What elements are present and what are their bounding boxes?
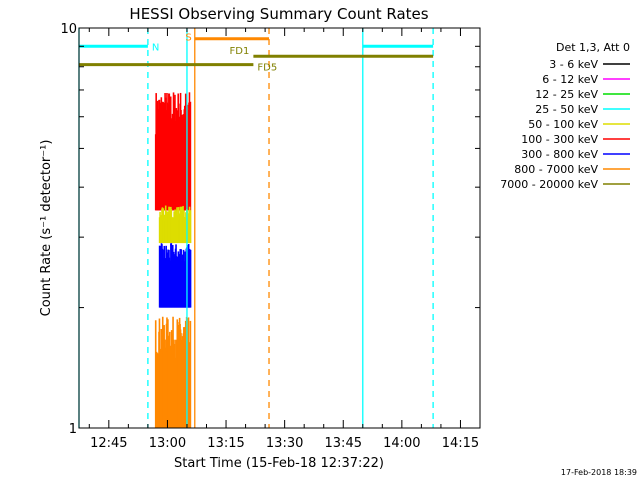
series-100-300-kev	[154, 92, 192, 211]
footer-timestamp: 17-Feb-2018 18:39	[561, 468, 637, 477]
legend-label: 100 - 300 keV	[521, 133, 598, 146]
annotation-label: S	[185, 33, 191, 44]
y-axis-label: Count Rate (s⁻¹ detector⁻¹)	[39, 140, 54, 317]
annotation-label: FD5	[257, 63, 277, 74]
x-tick-label: 14:15	[442, 436, 479, 451]
legend: Det 1,3, Att 0 3 - 6 keV 6 - 12 keV 12 - 2…	[500, 41, 630, 191]
legend-label: 300 - 800 keV	[521, 148, 598, 161]
legend-label: 800 - 7000 keV	[514, 163, 598, 176]
legend-label: 50 - 100 keV	[528, 118, 598, 131]
data-layer	[154, 92, 192, 428]
legend-label: 12 - 25 keV	[535, 88, 598, 101]
x-tick-label: 13:00	[149, 436, 186, 451]
chart-title: HESSI Observing Summary Count Rates	[129, 5, 428, 23]
overlay-layer: N S FD1 FD5	[78, 28, 434, 428]
legend-label: 7000 - 20000 keV	[500, 178, 598, 191]
x-axis-label: Start Time (15-Feb-18 12:37:22)	[174, 456, 384, 471]
y-tick-label-bottom: 1	[69, 422, 77, 437]
x-tick-label: 13:30	[266, 436, 303, 451]
axis-layer: 12:45 13:00 13:15 13:30 13:45 14:00 14:15	[79, 27, 481, 451]
x-tick-label: 14:00	[383, 436, 420, 451]
x-tick-label: 12:45	[90, 436, 127, 451]
series-300-800-kev	[158, 243, 192, 308]
annotation-label: FD1	[230, 46, 250, 57]
legend-label: 6 - 12 keV	[542, 73, 598, 86]
series-50-100-kev	[158, 205, 192, 244]
annotation-label: N	[152, 42, 159, 53]
series-800-7000-kev	[154, 316, 192, 428]
x-tick-label: 13:45	[325, 436, 362, 451]
x-tick-label: 13:15	[207, 436, 244, 451]
legend-label: 25 - 50 keV	[535, 103, 598, 116]
legend-title: Det 1,3, Att 0	[556, 41, 630, 54]
plot-frame	[78, 27, 481, 429]
legend-label: 3 - 6 keV	[549, 58, 598, 71]
y-tick-label-top: 10	[60, 22, 77, 37]
